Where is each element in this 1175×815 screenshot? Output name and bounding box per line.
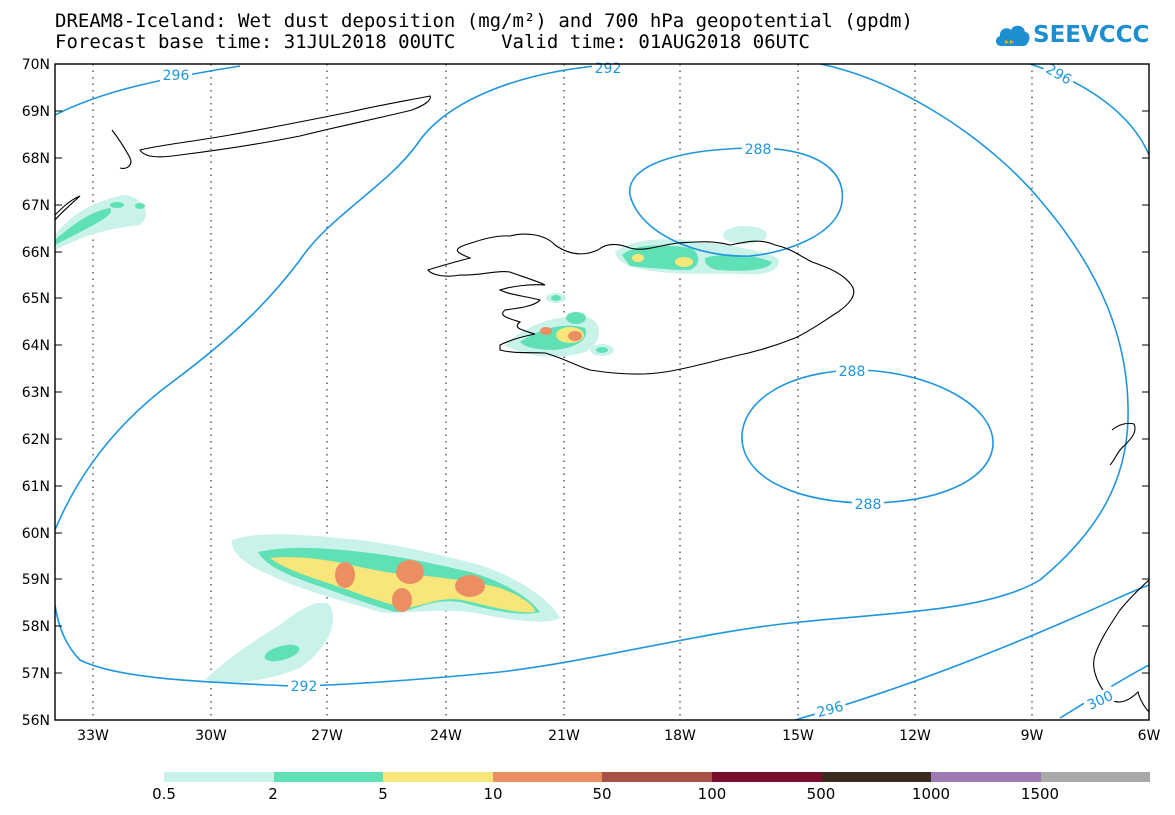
axis-ticks [55, 63, 1149, 674]
title-line-1: DREAM8-Iceland: Wet dust deposition (mg/… [55, 10, 913, 32]
contour-label-296-south: 296 [815, 699, 845, 721]
map-frame [54, 63, 1150, 721]
seevccc-logo: SEEVCCC [993, 20, 1149, 50]
lon-label: 9W [1021, 728, 1044, 744]
forecast-map: 296 292 296 288 288 288 292 296 300 [22, 57, 1161, 744]
contour-288-south [741, 369, 994, 504]
greenland-west-tip [111, 129, 132, 169]
lat-label: 61N [22, 479, 50, 495]
lon-label: 33W [77, 728, 109, 744]
lon-label: 18W [664, 728, 696, 744]
greenland-east-coast [55, 195, 81, 221]
lat-label: 67N [22, 198, 50, 214]
greenland-coastline [139, 95, 431, 158]
legend-swatch [492, 772, 603, 782]
contour-288-north [629, 147, 844, 257]
contour-label-296-west: 296 [163, 68, 190, 84]
legend-label: 0.5 [152, 785, 176, 803]
lat-label: 70N [22, 57, 50, 73]
lon-label: 24W [430, 728, 462, 744]
title-line-2: Forecast base time: 31JUL2018 00UTC Vali… [55, 31, 810, 53]
legend-swatch [821, 772, 932, 782]
legend-swatch [711, 772, 822, 782]
logo-text: SEEVCCC [1033, 22, 1150, 48]
lon-label: 6W [1138, 728, 1161, 744]
lat-label: 65N [22, 291, 50, 307]
lat-label: 69N [22, 104, 50, 120]
dust-deposition-field [55, 195, 779, 683]
legend-swatch [164, 772, 274, 782]
lat-label: 66N [22, 245, 50, 261]
latitude-labels: 70N 69N 68N 67N 66N 65N 64N 63N 62N 61N … [22, 57, 50, 729]
lat-label: 64N [22, 338, 50, 354]
coastlines [55, 95, 1149, 713]
contour-296-south [794, 584, 1149, 720]
lon-label: 30W [195, 728, 227, 744]
lat-label: 68N [22, 151, 50, 167]
faroe-islands [1109, 422, 1136, 466]
longitude-labels: 33W 30W 27W 24W 21W 18W 15W 12W 9W 6W [77, 728, 1160, 744]
legend-label: 1500 [1020, 785, 1060, 803]
contour-label-288-south-top: 288 [839, 364, 866, 380]
legend-label: 10 [483, 785, 503, 803]
legend-label: 5 [378, 785, 388, 803]
meridian-gridlines [92, 64, 1033, 720]
legend-swatch [1040, 772, 1151, 782]
iceland-coastline [427, 233, 855, 375]
scotland-coastline [1093, 579, 1149, 713]
lat-label: 59N [22, 572, 50, 588]
color-legend [164, 772, 1151, 782]
legend-swatch [602, 772, 712, 782]
contour-292-east [55, 64, 1129, 687]
legend-swatch [383, 772, 493, 782]
legend-swatch [273, 772, 384, 782]
lon-label: 12W [899, 728, 931, 744]
lon-label: 21W [548, 728, 580, 744]
lat-label: 57N [22, 666, 50, 682]
legend-label: 1000 [911, 785, 951, 803]
map-title: DREAM8-Iceland: Wet dust deposition (mg/… [55, 11, 913, 53]
legend-label: 50 [592, 785, 612, 803]
cloud-icon [995, 25, 1030, 46]
legend-label: 100 [697, 785, 727, 803]
contour-label-288-south-bottom: 288 [855, 497, 882, 513]
lat-label: 56N [22, 713, 50, 729]
contour-label-292-south: 292 [291, 679, 318, 695]
geopotential-contours [55, 64, 1149, 720]
contour-292-main [55, 64, 621, 531]
contour-label-292-top: 292 [595, 61, 622, 77]
legend-label: 500 [806, 785, 836, 803]
lat-label: 58N [22, 619, 50, 635]
lat-label: 62N [22, 432, 50, 448]
legend-swatch [931, 772, 1041, 782]
contour-label-288-north: 288 [745, 142, 772, 158]
contour-296-west [55, 65, 241, 116]
legend-label: 2 [268, 785, 278, 803]
lat-label: 60N [22, 526, 50, 542]
lon-label: 15W [782, 728, 814, 744]
lon-label: 27W [311, 728, 343, 744]
lat-label: 63N [22, 385, 50, 401]
